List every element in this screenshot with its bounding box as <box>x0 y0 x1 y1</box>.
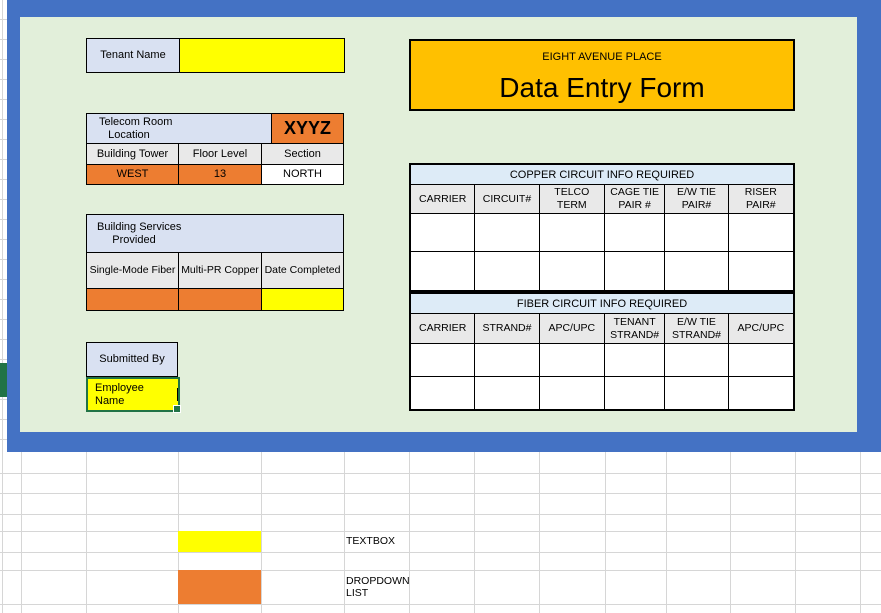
date-completed-input[interactable] <box>262 289 343 310</box>
gridline <box>860 452 861 613</box>
legend-dropdown-label: DROPDOWN LIST <box>346 574 410 599</box>
fiber-entry-cell[interactable] <box>665 344 729 377</box>
gridline <box>539 452 540 613</box>
copper-entry-cell[interactable] <box>728 214 793 252</box>
copper-entry-cell[interactable] <box>665 214 729 252</box>
copper-entry-cell[interactable] <box>665 252 729 290</box>
form-banner: EIGHT AVENUE PLACE Data Entry Form <box>409 39 795 111</box>
legend-textbox-swatch <box>178 531 261 552</box>
gridline <box>0 493 881 494</box>
gridline <box>2 0 3 452</box>
fiber-entry-cell[interactable] <box>475 344 540 377</box>
copper-entry-cell[interactable] <box>411 252 476 290</box>
fiber-entry-cell[interactable] <box>539 376 605 409</box>
copper-col-header: RISER PAIR# <box>728 185 793 214</box>
copper-entry-cell[interactable] <box>604 252 666 290</box>
fiber-col-header: STRAND# <box>475 314 540 344</box>
tenant-name-group: Tenant Name <box>86 38 345 73</box>
copper-col-header: TELCO TERM <box>539 185 605 214</box>
fiber-entry-cell[interactable] <box>475 376 540 409</box>
copper-col-header: CIRCUIT# <box>475 185 540 214</box>
gridline <box>0 531 881 532</box>
copper-entry-cell[interactable] <box>411 214 476 252</box>
banner-title: Data Entry Form <box>499 72 705 103</box>
single-mode-fiber-dropdown[interactable] <box>87 289 179 310</box>
fiber-circuit-table: FIBER CIRCUIT INFO REQUIRED CARRIER STRA… <box>409 292 795 411</box>
fiber-table-title: FIBER CIRCUIT INFO REQUIRED <box>411 294 793 314</box>
building-services-title: Building Services Provided <box>87 215 343 252</box>
building-services-table: Building Services Provided Single-Mode F… <box>86 214 344 311</box>
employee-name-input[interactable]: Employee Name <box>86 377 181 413</box>
section-value: NORTH <box>262 165 343 184</box>
copper-entry-cell[interactable] <box>604 214 666 252</box>
building-tower-header: Building Tower <box>87 144 179 164</box>
gridline <box>0 570 881 571</box>
text-cursor <box>177 388 178 401</box>
banner-subtitle: EIGHT AVENUE PLACE <box>542 51 662 63</box>
gridline <box>795 452 796 613</box>
employee-name-text: Employee Name <box>95 381 144 407</box>
copper-col-header: CAGE TIE PAIR # <box>604 185 666 214</box>
fiber-col-header: TENANT STRAND# <box>604 314 666 344</box>
row-header-strip <box>0 0 7 452</box>
fiber-col-header: CARRIER <box>411 314 476 344</box>
gridline <box>474 452 475 613</box>
fiber-entry-cell[interactable] <box>728 376 793 409</box>
fiber-col-header: E/W TIE STRAND# <box>665 314 729 344</box>
copper-entry-cell[interactable] <box>475 252 540 290</box>
building-tower-dropdown[interactable]: WEST <box>87 165 179 184</box>
active-row-indicator <box>0 363 7 397</box>
tenant-name-input[interactable] <box>180 39 344 72</box>
gridline <box>0 552 881 553</box>
copper-entry-cell[interactable] <box>539 252 605 290</box>
fiber-entry-cell[interactable] <box>411 344 476 377</box>
copper-col-header: E/W TIE PAIR# <box>665 185 729 214</box>
single-mode-fiber-header: Single-Mode Fiber <box>87 253 179 288</box>
fiber-entry-cell[interactable] <box>604 376 666 409</box>
fiber-entry-cell[interactable] <box>411 376 476 409</box>
legend-textbox-label: TEXTBOX <box>346 535 396 548</box>
copper-table-title: COPPER CIRCUIT INFO REQUIRED <box>411 165 793 185</box>
gridline <box>86 452 87 613</box>
gridline <box>666 452 667 613</box>
date-completed-header: Date Completed <box>262 253 343 288</box>
gridline <box>344 452 345 613</box>
gridline <box>21 452 22 613</box>
submitted-by-group: Submitted By <box>86 342 178 377</box>
submitted-by-label: Submitted By <box>87 343 177 376</box>
multi-pr-copper-header: Multi-PR Copper <box>179 253 262 288</box>
copper-entry-cell[interactable] <box>728 252 793 290</box>
fiber-entry-cell[interactable] <box>728 344 793 377</box>
tenant-name-label: Tenant Name <box>87 39 180 72</box>
floor-level-dropdown[interactable]: 13 <box>179 165 262 184</box>
gridline <box>409 452 410 613</box>
legend-dropdown-swatch <box>178 570 261 604</box>
telecom-room-table: Telecom Room Location XYYZ Building Towe… <box>86 113 344 185</box>
telecom-room-code-dropdown[interactable]: XYYZ <box>272 114 343 143</box>
fiber-entry-cell[interactable] <box>539 344 605 377</box>
gridline <box>730 452 731 613</box>
telecom-room-title: Telecom Room Location <box>87 114 272 143</box>
fill-handle[interactable] <box>173 405 181 413</box>
floor-level-header: Floor Level <box>179 144 262 164</box>
copper-circuit-table: COPPER CIRCUIT INFO REQUIRED CARRIER CIR… <box>409 163 795 292</box>
copper-entry-cell[interactable] <box>539 214 605 252</box>
copper-col-header: CARRIER <box>411 185 476 214</box>
gridline <box>2 452 3 613</box>
gridline <box>0 514 881 515</box>
copper-entry-cell[interactable] <box>475 214 540 252</box>
gridline <box>0 473 881 474</box>
fiber-entry-cell[interactable] <box>604 344 666 377</box>
gridline <box>0 604 881 605</box>
fiber-col-header: APC/UPC <box>728 314 793 344</box>
fiber-col-header: APC/UPC <box>539 314 605 344</box>
gridline <box>261 452 262 613</box>
fiber-entry-cell[interactable] <box>665 376 729 409</box>
section-header: Section <box>262 144 343 164</box>
gridline <box>605 452 606 613</box>
multi-pr-copper-dropdown[interactable] <box>179 289 262 310</box>
